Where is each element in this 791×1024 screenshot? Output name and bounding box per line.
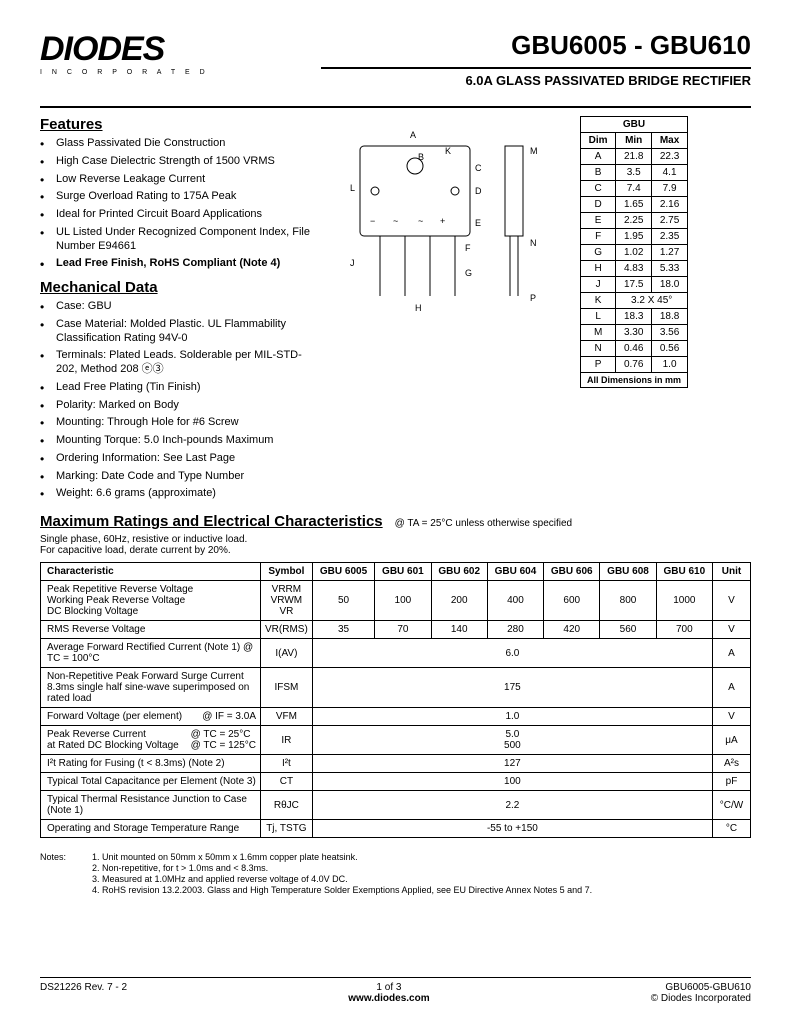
features-list: Glass Passivated Die Construction High C… — [40, 137, 320, 271]
svg-text:J: J — [350, 258, 355, 268]
feature-item: Lead Free Finish, RoHS Compliant (Note 4… — [40, 257, 320, 271]
note-item: Measured at 1.0MHz and applied reverse v… — [102, 874, 592, 884]
dim-row: F1.952.35 — [581, 229, 688, 245]
dim-row: J17.518.0 — [581, 277, 688, 293]
elec-row: Average Forward Rectified Current (Note … — [41, 639, 751, 668]
ratings-header: Maximum Ratings and Electrical Character… — [40, 513, 751, 534]
svg-text:L: L — [350, 183, 355, 193]
footer-center: 1 of 3 www.diodes.com — [348, 982, 429, 1004]
dim-row: C7.47.9 — [581, 181, 688, 197]
dim-col: Min — [616, 133, 652, 149]
mechanical-item: Case Material: Molded Plastic. UL Flamma… — [40, 318, 320, 346]
left-column: Features Glass Passivated Die Constructi… — [40, 116, 320, 505]
ratings-note2: For capacitive load, derate current by 2… — [40, 545, 751, 556]
page-footer: DS21226 Rev. 7 - 2 1 of 3 www.diodes.com… — [40, 977, 751, 1004]
right-column: A B K C D E F G H L J M N P ~ ~ + — [340, 116, 751, 505]
mechanical-item: Polarity: Marked on Body — [40, 399, 320, 413]
elec-row: Peak Reverse Current at Rated DC Blockin… — [41, 726, 751, 755]
svg-text:D: D — [475, 186, 482, 196]
feature-item: Ideal for Printed Circuit Board Applicat… — [40, 208, 320, 222]
elec-row: Forward Voltage (per element) @ IF = 3.0… — [41, 708, 751, 726]
mechanical-item: Case: GBU — [40, 300, 320, 314]
mechanical-item: Weight: 6.6 grams (approximate) — [40, 487, 320, 501]
elec-header-row: Characteristic Symbol GBU 6005 GBU 601 G… — [41, 563, 751, 581]
note-item: Unit mounted on 50mm x 50mm x 1.6mm copp… — [102, 852, 592, 862]
mechanical-item: Mounting: Through Hole for #6 Screw — [40, 416, 320, 430]
svg-text:C: C — [475, 163, 482, 173]
mechanical-item: Lead Free Plating (Tin Finish) — [40, 381, 320, 395]
feature-item: UL Listed Under Recognized Component Ind… — [40, 226, 320, 254]
dim-col: Max — [652, 133, 688, 149]
feature-item: High Case Dielectric Strength of 1500 VR… — [40, 155, 320, 169]
dimensions-table: GBU Dim Min Max A21.822.3 B3.54.1 C7.47.… — [580, 116, 688, 388]
notes-block: Notes: Unit mounted on 50mm x 50mm x 1.6… — [40, 852, 751, 896]
footer-left: DS21226 Rev. 7 - 2 — [40, 982, 127, 1004]
logo-sub: I N C O R P O R A T E D — [40, 69, 209, 76]
dim-footer: All Dimensions in mm — [581, 373, 688, 388]
svg-text:H: H — [415, 303, 422, 313]
elec-row: I²t Rating for Fusing (t < 8.3ms) (Note … — [41, 755, 751, 773]
title-block: GBU6005 - GBU610 6.0A GLASS PASSIVATED B… — [321, 30, 751, 88]
mechanical-item: Mounting Torque: 5.0 Inch-pounds Maximum — [40, 434, 320, 448]
elec-row: Non-Repetitive Peak Forward Surge Curren… — [41, 668, 751, 708]
elec-row: Typical Total Capacitance per Element (N… — [41, 773, 751, 791]
mechanical-list: Case: GBU Case Material: Molded Plastic.… — [40, 300, 320, 501]
features-heading: Features — [40, 116, 320, 133]
ratings-heading: Maximum Ratings and Electrical Character… — [40, 513, 383, 530]
footer-right: GBU6005-GBU610 © Diodes Incorporated — [651, 982, 751, 1004]
content-columns: Features Glass Passivated Die Constructi… — [40, 116, 751, 505]
ratings-condition: @ TA = 25°C unless otherwise specified — [395, 518, 572, 529]
notes-list: Unit mounted on 50mm x 50mm x 1.6mm copp… — [86, 852, 592, 896]
page-header: DIODES I N C O R P O R A T E D GBU6005 -… — [40, 30, 751, 88]
mechanical-heading: Mechanical Data — [40, 279, 320, 296]
note-item: RoHS revision 13.2.2003. Glass and High … — [102, 885, 592, 895]
svg-text:~: ~ — [418, 216, 423, 226]
package-diagram: A B K C D E F G H L J M N P ~ ~ + — [340, 116, 570, 336]
svg-text:G: G — [465, 268, 472, 278]
svg-text:E: E — [475, 218, 481, 228]
svg-text:P: P — [530, 293, 536, 303]
svg-text:N: N — [530, 238, 537, 248]
mechanical-item: Ordering Information: See Last Page — [40, 452, 320, 466]
svg-text:−: − — [370, 216, 375, 226]
svg-text:K: K — [445, 146, 451, 156]
product-subtitle: 6.0A GLASS PASSIVATED BRIDGE RECTIFIER — [321, 73, 751, 88]
dim-header: GBU — [581, 117, 688, 133]
logo-block: DIODES I N C O R P O R A T E D — [40, 30, 209, 76]
logo-main: DIODES — [40, 30, 209, 69]
feature-item: Surge Overload Rating to 175A Peak — [40, 190, 320, 204]
svg-text:A: A — [410, 130, 416, 140]
note-item: Non-repetitive, for t > 1.0ms and < 8.3m… — [102, 863, 592, 873]
elec-row: RMS Reverse Voltage VR(RMS) 357014028042… — [41, 621, 751, 639]
part-number-title: GBU6005 - GBU610 — [321, 30, 751, 61]
dim-row: A21.822.3 — [581, 149, 688, 165]
svg-text:~: ~ — [393, 216, 398, 226]
elec-row: Operating and Storage Temperature RangeT… — [41, 820, 751, 838]
svg-text:B: B — [418, 152, 424, 162]
dim-row: D1.652.16 — [581, 197, 688, 213]
dim-row: G1.021.27 — [581, 245, 688, 261]
electrical-table: Characteristic Symbol GBU 6005 GBU 601 G… — [40, 562, 751, 838]
dim-row: B3.54.1 — [581, 165, 688, 181]
dim-row: P0.761.0 — [581, 357, 688, 373]
dim-row: K3.2 X 45° — [581, 293, 688, 309]
elec-row: Peak Repetitive Reverse Voltage Working … — [41, 581, 751, 621]
feature-item: Glass Passivated Die Construction — [40, 137, 320, 151]
feature-item: Low Reverse Leakage Current — [40, 173, 320, 187]
divider — [40, 106, 751, 108]
dim-row: M3.303.56 — [581, 325, 688, 341]
mechanical-item: Marking: Date Code and Type Number — [40, 470, 320, 484]
svg-text:+: + — [440, 216, 445, 226]
dim-row: L18.318.8 — [581, 309, 688, 325]
svg-text:F: F — [465, 243, 471, 253]
ratings-note1: Single phase, 60Hz, resistive or inducti… — [40, 534, 751, 545]
dim-row: E2.252.75 — [581, 213, 688, 229]
dim-col: Dim — [581, 133, 616, 149]
mechanical-item: Terminals: Plated Leads. Solderable per … — [40, 349, 320, 377]
elec-row: Typical Thermal Resistance Junction to C… — [41, 791, 751, 820]
notes-label: Notes: — [40, 852, 66, 896]
svg-text:M: M — [530, 146, 538, 156]
dim-row: H4.835.33 — [581, 261, 688, 277]
dim-row: N0.460.56 — [581, 341, 688, 357]
